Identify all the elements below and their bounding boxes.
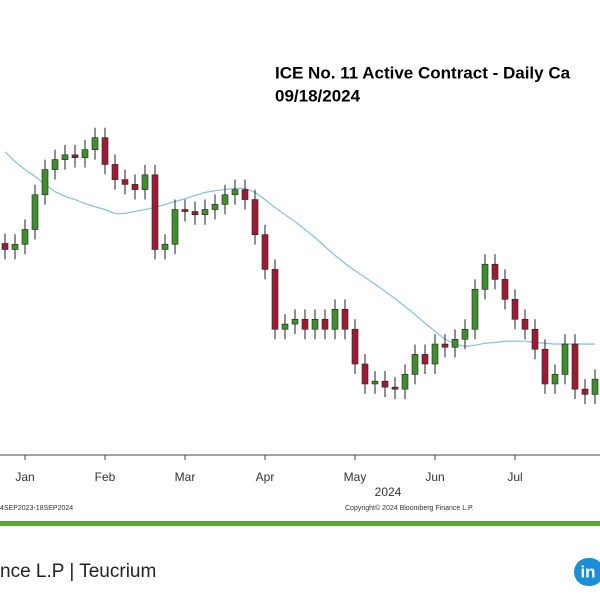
candle-body (241, 189, 249, 200)
x-tick-label: Feb (95, 470, 116, 484)
candle-body (411, 354, 419, 375)
candle-body (1, 243, 9, 250)
candle-body (261, 234, 269, 270)
logo-badge (574, 558, 600, 586)
candle-body (301, 318, 309, 330)
candle-body (111, 164, 119, 180)
x-tick-label: Jul (507, 470, 522, 484)
x-tick-label: Apr (256, 470, 275, 484)
candle-body (381, 380, 389, 388)
x-tick-label: Mar (175, 470, 196, 484)
candle-body (441, 343, 449, 348)
candle-body (561, 343, 569, 375)
x-tick-label: Jun (425, 470, 444, 484)
candle-body (81, 149, 89, 158)
candle-body (531, 328, 539, 350)
candle-body (341, 309, 349, 330)
candle-body (391, 386, 399, 390)
candle-body (11, 243, 19, 250)
candle-body (581, 388, 589, 395)
candle-body (591, 378, 599, 395)
candle-body (201, 209, 209, 216)
candle-body (321, 318, 329, 330)
chart-title: ICE No. 11 Active Contract - Daily Ca (275, 63, 571, 82)
green-rule (0, 521, 600, 526)
x-tick-label: Jan (15, 470, 34, 484)
x-tick-label: May (344, 470, 367, 484)
moving-average (4, 151, 595, 348)
candle-body (71, 154, 79, 158)
candle-body (481, 263, 489, 290)
candle-body (231, 189, 239, 196)
candle-body (41, 169, 49, 196)
candle-body (361, 363, 369, 385)
candle-body (31, 194, 39, 230)
candle-body (311, 318, 319, 330)
candle-body (171, 209, 179, 245)
candle-body (501, 279, 509, 300)
candle-body (91, 137, 99, 150)
date-range: 4SEP2023-18SEP2024 (0, 505, 73, 512)
candle-body (221, 194, 229, 205)
candle-body (461, 328, 469, 340)
candle-body (401, 374, 409, 390)
candle-body (351, 328, 359, 365)
candle-body (121, 179, 129, 185)
logo-text: in (580, 562, 595, 581)
candle-body (541, 348, 549, 385)
candle-body (521, 318, 529, 330)
candle-body (131, 184, 139, 190)
candle-body (451, 338, 459, 348)
candle-body (181, 209, 189, 212)
candle-body (271, 269, 279, 330)
candle-body (251, 199, 259, 235)
candle-body (421, 354, 429, 365)
candle-body (191, 211, 199, 216)
plot-background (0, 0, 600, 520)
candle-body (511, 299, 519, 320)
candle-body (331, 309, 339, 330)
candle-body (101, 137, 109, 165)
copyright: Copyright© 2024 Bloomberg Finance L.P. (345, 504, 474, 512)
candle-body (141, 174, 149, 190)
candle-body (61, 154, 69, 160)
candle-body (281, 323, 289, 330)
candle-body (551, 374, 559, 385)
candle-body (431, 343, 439, 365)
candle-body (21, 229, 29, 245)
candle-body (51, 159, 59, 170)
x-axis-label: 2024 (375, 485, 402, 499)
candle-body (211, 204, 219, 210)
candle-body (161, 243, 169, 250)
candle-body (571, 343, 579, 390)
credit: nce L.P | Teucrium (0, 561, 156, 582)
candle-body (491, 263, 499, 280)
candle-body (291, 318, 299, 325)
candle-body (151, 174, 159, 250)
candle-body (371, 380, 379, 385)
chart-subtitle: 09/18/2024 (275, 86, 361, 105)
candle-body (471, 289, 479, 330)
